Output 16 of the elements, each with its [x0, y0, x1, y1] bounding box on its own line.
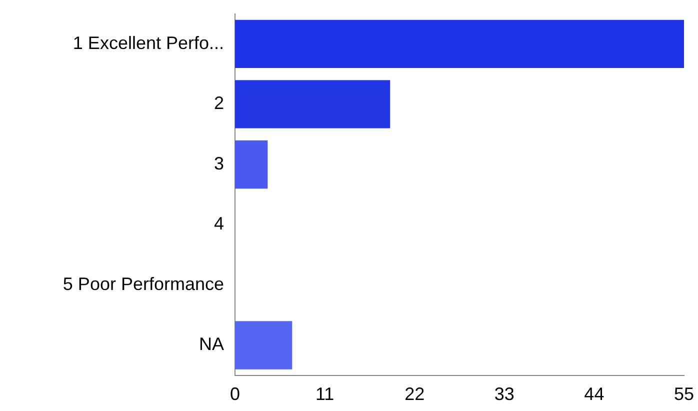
bar [235, 140, 268, 189]
x-tick-label: 55 [674, 384, 694, 404]
y-tick-label: 3 [214, 153, 224, 174]
x-tick-label: 33 [494, 384, 514, 404]
y-tick-label: NA [198, 334, 224, 354]
y-tick-label: 5 Poor Performance [62, 274, 224, 294]
y-tick-label: 2 [214, 93, 224, 114]
x-tick-label: 11 [315, 384, 334, 404]
x-tick-label: 0 [230, 384, 240, 404]
y-tick-label: 4 [214, 214, 224, 234]
bar [235, 321, 292, 370]
x-tick-label: 22 [404, 384, 425, 404]
bar [235, 80, 390, 128]
x-tick-label: 44 [584, 384, 604, 404]
y-tick-label: 1 Excellent Perfo... [72, 32, 224, 53]
bar [235, 20, 684, 68]
